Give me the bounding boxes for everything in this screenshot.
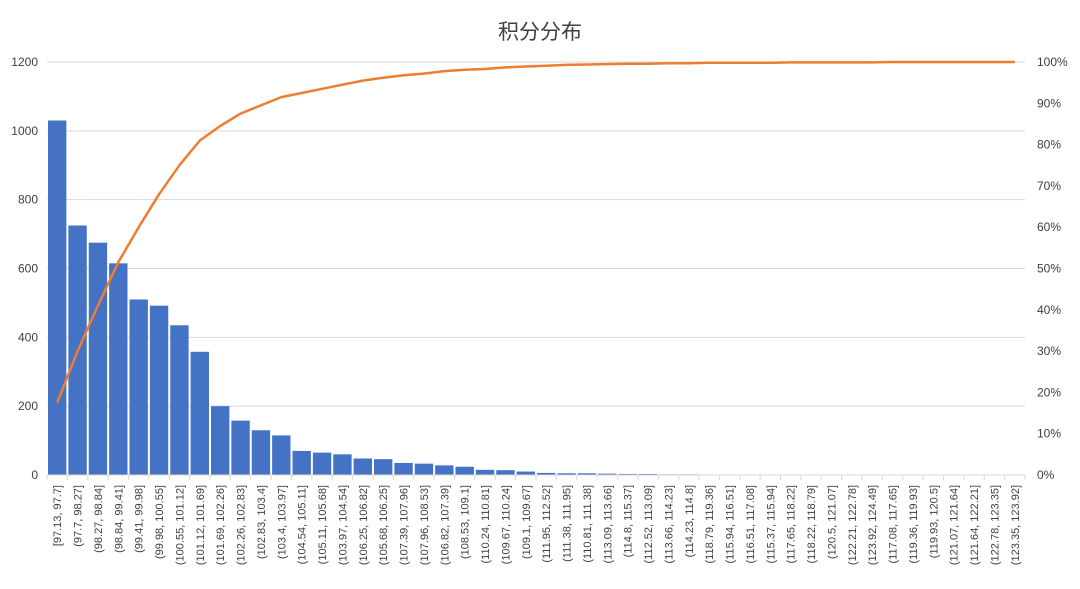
x-tick-label: (111.95, 112.52]	[541, 485, 553, 563]
bar	[414, 463, 434, 475]
bar	[251, 430, 271, 475]
x-tick-label: (122.21, 122.78]	[847, 485, 859, 565]
bar	[496, 470, 515, 475]
bar	[272, 435, 291, 475]
x-tick-label: (100.55, 101.12]	[174, 485, 186, 565]
x-tick-label: (109.67, 110.24]	[500, 485, 512, 564]
bar	[374, 459, 393, 475]
x-tick-label: (98.27, 98.84]	[93, 485, 105, 553]
bar	[537, 472, 556, 475]
bar	[88, 242, 108, 475]
x-tick-label: (106.82, 107.39]	[439, 485, 451, 565]
x-tick-label: (107.39, 107.96]	[399, 485, 411, 565]
y-tick-label: 200	[18, 399, 38, 413]
chart-title: 积分分布	[498, 20, 582, 44]
x-tick-label: (119.36, 119.93]	[908, 485, 920, 564]
x-tick-label: (121.64, 122.21]	[969, 485, 981, 565]
x-tick-label: (110.24, 110.81]	[480, 485, 492, 564]
x-tick-label: (111.38, 111.95]	[562, 485, 574, 562]
bar	[312, 452, 332, 475]
bar	[435, 465, 454, 475]
x-tick-label: (117.65, 118.22]	[786, 485, 798, 564]
x-tick-label: (98.84, 99.41]	[113, 485, 125, 553]
x-tick-label: (97.7, 98.27]	[73, 485, 85, 547]
bar	[638, 473, 658, 475]
y2-tick-label: 50%	[1037, 262, 1061, 276]
x-tick-label: (105.68, 106.25]	[378, 485, 390, 565]
x-tick-label: (115.37, 115.94]	[765, 485, 777, 564]
x-tick-label: (99.41, 99.98]	[134, 485, 146, 553]
x-tick-label: (117.08, 117.65]	[888, 485, 900, 564]
bar	[557, 473, 576, 475]
x-tick-label: (114.8, 115.37]	[623, 485, 635, 557]
bar	[577, 473, 597, 475]
y2-tick-label: 30%	[1037, 344, 1061, 358]
x-tick-label: (106.25, 106.82]	[358, 485, 370, 565]
x-tick-label: (118.79, 119.36]	[704, 485, 716, 564]
bar	[129, 299, 148, 475]
bar	[211, 406, 230, 475]
y2-tick-label: 60%	[1037, 220, 1061, 234]
x-tick-label: (115.94, 116.51]	[725, 485, 737, 564]
x-tick-label: (119.93, 120.5]	[928, 485, 940, 558]
x-tick-label: (103.4, 103.97]	[276, 485, 288, 559]
y-tick-label: 400	[18, 330, 38, 344]
bar	[353, 458, 372, 475]
bar	[292, 450, 311, 475]
x-tick-label: (105.11, 105.68]	[317, 485, 329, 564]
y-tick-label: 600	[18, 262, 38, 276]
x-tick-label: (108.53, 109.1]	[460, 485, 472, 559]
x-tick-label: (120.5, 121.07]	[826, 485, 838, 559]
bar	[618, 473, 637, 475]
y-tick-label: 1200	[11, 55, 38, 69]
x-tick-label: (103.97, 104.54]	[337, 485, 349, 565]
bar	[48, 120, 67, 475]
x-tick-label: (99.98, 100.55]	[154, 485, 166, 559]
x-tick-label: [97.13, 97.7]	[52, 485, 64, 546]
y2-tick-label: 100%	[1037, 55, 1068, 69]
x-tick-label: (116.51, 117.08]	[745, 485, 757, 564]
bar	[516, 471, 535, 475]
x-tick-label: (102.26, 102.83]	[236, 485, 248, 565]
x-tick-label: (118.22, 118.79]	[806, 485, 818, 564]
y2-tick-label: 70%	[1037, 179, 1061, 193]
x-tick-label: (123.35, 123.92]	[1010, 485, 1022, 565]
y2-tick-label: 90%	[1037, 96, 1061, 110]
x-tick-label: (122.78, 123.35]	[989, 485, 1001, 565]
cumulative-line	[56, 60, 1015, 404]
x-tick-label: (107.96, 108.53]	[419, 485, 431, 565]
bar	[170, 325, 189, 475]
y2-tick-label: 10%	[1037, 427, 1061, 441]
bar	[149, 305, 169, 475]
bar	[109, 263, 128, 475]
bar	[598, 473, 617, 475]
y-tick-label: 800	[18, 193, 38, 207]
x-tick-label: (113.09, 113.66]	[602, 485, 614, 564]
bar	[333, 454, 352, 475]
x-tick-label: (112.52, 113.09]	[643, 485, 655, 564]
x-tick-label: (101.69, 102.26]	[215, 485, 227, 565]
bar	[475, 469, 495, 475]
x-tick-label: (114.23, 114.8]	[684, 485, 696, 557]
x-tick-label: (113.66, 114.23]	[663, 485, 675, 564]
y2-tick-label: 0%	[1037, 468, 1055, 482]
bar	[394, 462, 413, 475]
y2-tick-label: 80%	[1037, 138, 1061, 152]
y2-tick-label: 40%	[1037, 303, 1061, 317]
x-tick-label: (110.81, 111.38]	[582, 485, 594, 563]
y2-tick-label: 20%	[1037, 385, 1061, 399]
bar	[231, 420, 250, 475]
x-tick-label: (121.07, 121.64]	[949, 485, 961, 565]
x-tick-label: (102.83, 103.4]	[256, 485, 268, 559]
bar	[190, 351, 209, 475]
x-tick-label: (101.12, 101.69]	[195, 485, 207, 565]
x-tick-label: (104.54, 105.11]	[297, 485, 309, 564]
y-tick-label: 1000	[11, 124, 38, 138]
x-tick-label: (123.92, 124.49]	[867, 485, 879, 565]
x-tick-label: (109.1, 109.67]	[521, 485, 533, 559]
bar	[455, 466, 474, 475]
y-tick-label: 0	[31, 468, 38, 482]
